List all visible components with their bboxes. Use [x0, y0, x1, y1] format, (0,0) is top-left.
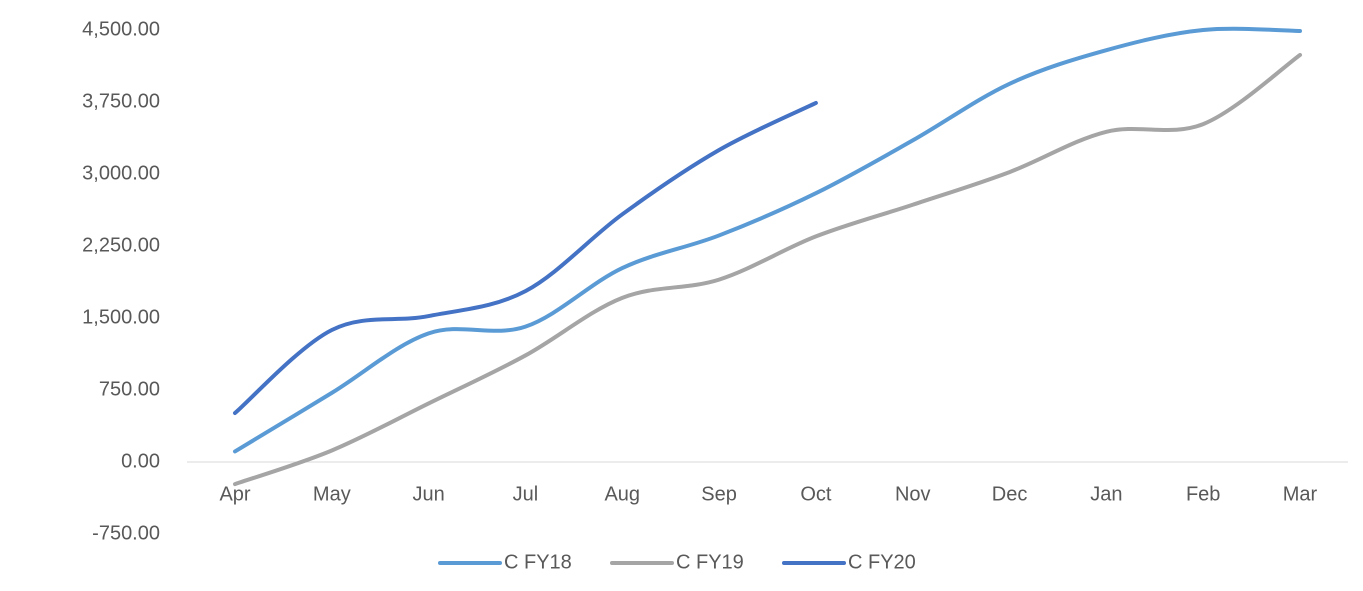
x-tick-label: Mar — [1283, 483, 1318, 505]
x-tick-label: Jan — [1090, 483, 1122, 505]
x-tick-label: May — [313, 483, 351, 505]
legend-label: C FY18 — [504, 551, 572, 573]
series-line — [233, 100, 818, 416]
x-tick-label: Jul — [513, 483, 539, 505]
legend-label: C FY19 — [676, 551, 744, 573]
series-line — [233, 26, 1302, 454]
y-tick-label: 3,750.00 — [82, 90, 160, 112]
y-tick-label: 2,250.00 — [82, 234, 160, 256]
y-tick-label: 3,000.00 — [82, 162, 160, 184]
x-tick-label: Oct — [800, 483, 832, 505]
x-tick-label: Feb — [1186, 483, 1220, 505]
series-line — [233, 52, 1302, 487]
x-tick-label: Dec — [992, 483, 1028, 505]
y-tick-label: 4,500.00 — [82, 18, 160, 40]
y-tick-label: 1,500.00 — [82, 306, 160, 328]
legend-label: C FY20 — [848, 551, 916, 573]
x-tick-label: Sep — [701, 483, 737, 505]
x-tick-label: Jun — [413, 483, 445, 505]
y-tick-label: 0.00 — [121, 450, 160, 472]
x-tick-label: Apr — [219, 483, 250, 505]
y-tick-label: 750.00 — [99, 378, 160, 400]
x-tick-label: Aug — [604, 483, 640, 505]
x-tick-label: Nov — [895, 483, 931, 505]
y-tick-label: -750.00 — [92, 522, 160, 544]
